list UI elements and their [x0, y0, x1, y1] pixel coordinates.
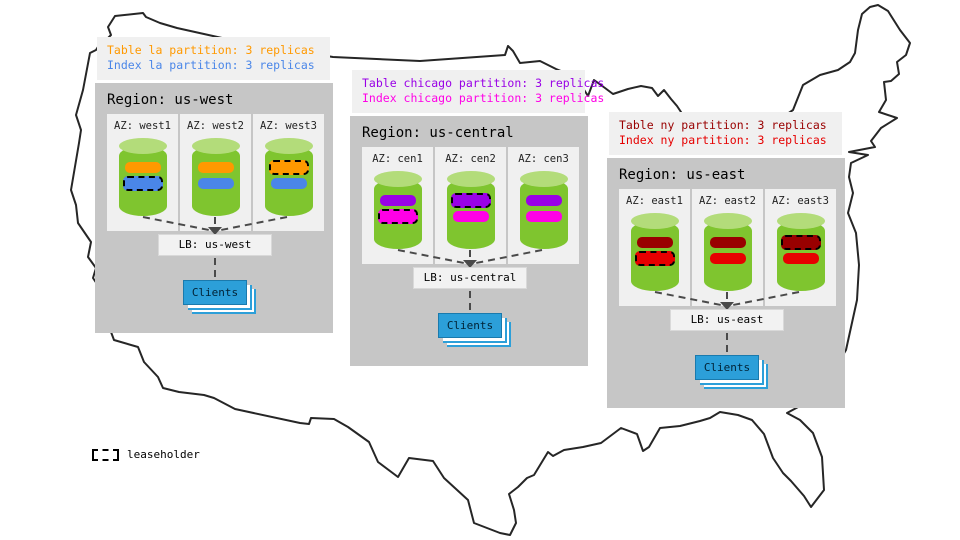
- partition-annotation: Table la partition: 3 replicas Index la …: [97, 37, 330, 80]
- index-partition-note: Index la partition: 3 replicas: [107, 58, 315, 72]
- connector-arrows: [654, 291, 800, 354]
- database-cylinder-icon: [446, 171, 495, 249]
- cylinder-top: [776, 213, 825, 229]
- az-box: AZ: cen3: [508, 147, 579, 264]
- index-replica-bar: [709, 253, 746, 264]
- table-replica-bar: [197, 162, 234, 173]
- region-box: Region: us-east AZ: east1 AZ: east2: [607, 158, 845, 408]
- az-box: AZ: cen2: [435, 147, 506, 264]
- region-group-us-central: Table chicago partition: 3 replicas Inde…: [350, 70, 605, 366]
- az-label: AZ: cen2: [445, 153, 496, 165]
- leaseholder-swatch-icon: [92, 448, 119, 461]
- cylinder-top: [118, 138, 167, 154]
- region-box: Region: us-central AZ: cen1 AZ: cen2: [350, 116, 588, 366]
- index-replica-bar: [452, 211, 489, 222]
- database-cylinder-icon: [630, 213, 679, 291]
- table-replica-bar: [450, 193, 491, 208]
- az-row: AZ: west1 AZ: west2: [107, 114, 324, 231]
- cylinder-top: [519, 171, 568, 187]
- az-box: AZ: east1: [619, 189, 690, 306]
- table-partition-note: Table ny partition: 3 replicas: [619, 118, 827, 132]
- az-label: AZ: west1: [114, 120, 171, 132]
- clients-box: Clients: [438, 313, 502, 338]
- region-group-us-east: Table ny partition: 3 replicas Index ny …: [607, 112, 845, 408]
- table-replica-bar: [124, 162, 161, 173]
- az-label: AZ: cen1: [372, 153, 423, 165]
- az-row: AZ: cen1 AZ: cen2: [362, 147, 579, 264]
- index-replica-bar: [122, 176, 163, 191]
- database-cylinder-icon: [191, 138, 240, 216]
- index-replica-bar: [270, 178, 307, 189]
- database-cylinder-icon: [264, 138, 313, 216]
- index-partition-note: Index ny partition: 3 replicas: [619, 133, 827, 147]
- az-label: AZ: east3: [772, 195, 829, 207]
- az-box: AZ: east3: [765, 189, 836, 306]
- clients-box: Clients: [183, 280, 247, 305]
- database-cylinder-icon: [373, 171, 422, 249]
- region-title: Region: us-east: [619, 167, 746, 183]
- az-box: AZ: cen1: [362, 147, 433, 264]
- load-balancer-box: LB: us-west: [158, 234, 272, 256]
- az-box: AZ: west1: [107, 114, 178, 231]
- cylinder-top: [446, 171, 495, 187]
- table-replica-bar: [525, 195, 562, 206]
- database-cylinder-icon: [776, 213, 825, 291]
- region-title: Region: us-west: [107, 92, 234, 108]
- index-replica-bar: [377, 209, 418, 224]
- region-title: Region: us-central: [362, 125, 514, 141]
- connector-arrows: [397, 249, 543, 312]
- az-box: AZ: east2: [692, 189, 763, 306]
- index-replica-bar: [525, 211, 562, 222]
- table-replica-bar: [780, 235, 821, 250]
- database-cylinder-icon: [519, 171, 568, 249]
- az-label: AZ: east2: [699, 195, 756, 207]
- table-partition-note: Table chicago partition: 3 replicas: [362, 76, 605, 90]
- cylinder-top: [630, 213, 679, 229]
- cylinder-top: [373, 171, 422, 187]
- database-cylinder-icon: [703, 213, 752, 291]
- table-replica-bar: [268, 160, 309, 175]
- index-partition-note: Index chicago partition: 3 replicas: [362, 91, 605, 105]
- load-balancer-box: LB: us-central: [413, 267, 527, 289]
- az-box: AZ: west3: [253, 114, 324, 231]
- az-label: AZ: west3: [260, 120, 317, 132]
- cylinder-top: [703, 213, 752, 229]
- az-label: AZ: cen3: [518, 153, 569, 165]
- index-replica-bar: [782, 253, 819, 264]
- legend-label: leaseholder: [127, 448, 200, 461]
- az-box: AZ: west2: [180, 114, 251, 231]
- database-cylinder-icon: [118, 138, 167, 216]
- cylinder-top: [264, 138, 313, 154]
- table-replica-bar: [636, 237, 673, 248]
- index-replica-bar: [634, 251, 675, 266]
- region-box: Region: us-west AZ: west1 AZ: west2: [95, 83, 333, 333]
- cylinder-top: [191, 138, 240, 154]
- table-replica-bar: [379, 195, 416, 206]
- load-balancer-box: LB: us-east: [670, 309, 784, 331]
- index-replica-bar: [197, 178, 234, 189]
- connector-arrows: [142, 216, 288, 279]
- clients-box: Clients: [695, 355, 759, 380]
- region-group-us-west: Table la partition: 3 replicas Index la …: [95, 37, 333, 333]
- az-label: AZ: east1: [626, 195, 683, 207]
- az-row: AZ: east1 AZ: east2: [619, 189, 836, 306]
- legend: leaseholder: [92, 448, 200, 461]
- table-partition-note: Table la partition: 3 replicas: [107, 43, 315, 57]
- table-replica-bar: [709, 237, 746, 248]
- partition-annotation: Table ny partition: 3 replicas Index ny …: [609, 112, 842, 155]
- az-label: AZ: west2: [187, 120, 244, 132]
- partition-annotation: Table chicago partition: 3 replicas Inde…: [352, 70, 605, 113]
